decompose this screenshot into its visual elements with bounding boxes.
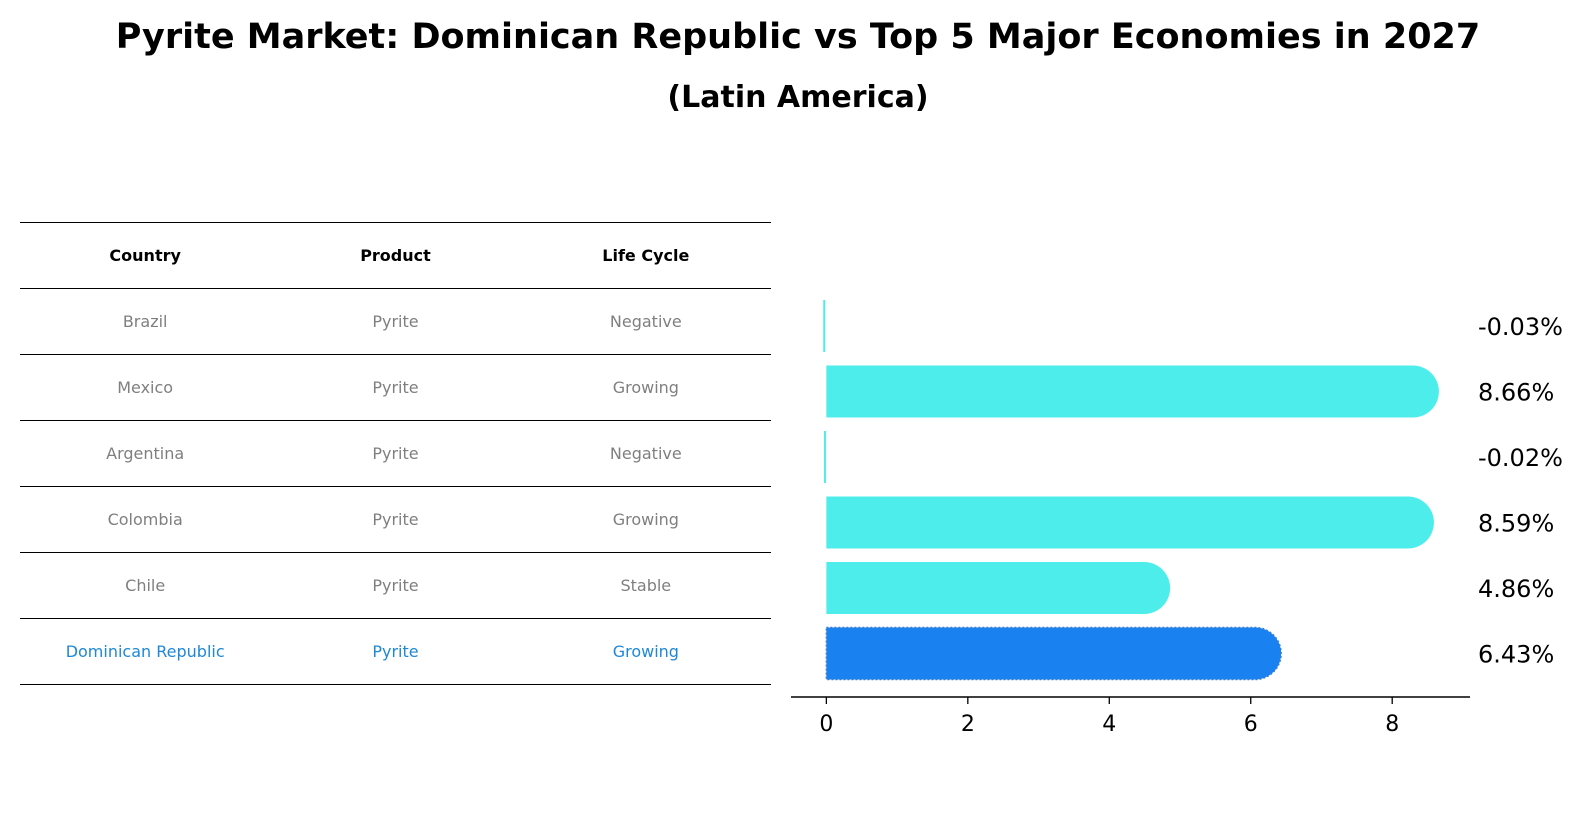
- bar: [823, 300, 826, 352]
- life-cycle-cell: Growing: [612, 510, 679, 529]
- data-label: 4.86%: [1478, 575, 1554, 603]
- country-cell: Colombia: [107, 510, 183, 529]
- country-cell: Mexico: [117, 378, 174, 397]
- bar-highlighted: [825, 626, 1282, 681]
- x-tick-label: 0: [819, 712, 833, 737]
- x-tick-label: 6: [1244, 712, 1258, 737]
- header-product: Product: [360, 246, 431, 265]
- product-cell: Pyrite: [372, 576, 419, 595]
- table-row-highlighted: Dominican Republic Pyrite Growing: [20, 618, 771, 685]
- table-row: Mexico Pyrite Growing: [20, 354, 771, 420]
- table-row: Colombia Pyrite Growing: [20, 486, 771, 552]
- bar: [826, 562, 1171, 614]
- product-cell: Pyrite: [372, 312, 419, 331]
- bar: [826, 496, 1434, 549]
- bar: [826, 365, 1439, 418]
- country-cell: Brazil: [122, 312, 168, 331]
- data-label: -0.03%: [1478, 313, 1563, 341]
- header-country: Country: [109, 246, 181, 265]
- life-cycle-cell: Negative: [609, 444, 682, 463]
- data-table: Country Product Life Cycle Brazil Pyrite…: [20, 222, 771, 685]
- data-label: 8.59%: [1478, 510, 1554, 538]
- life-cycle-cell: Growing: [612, 642, 679, 661]
- product-cell: Pyrite: [372, 378, 419, 397]
- bar: [823, 431, 826, 483]
- x-tick-label: 8: [1385, 712, 1399, 737]
- table-row: Brazil Pyrite Negative: [20, 288, 771, 354]
- chart-title: Pyrite Market: Dominican Republic vs Top…: [115, 17, 1481, 57]
- header-life-cycle: Life Cycle: [602, 246, 690, 265]
- country-cell: Dominican Republic: [65, 642, 225, 661]
- data-label: -0.02%: [1478, 444, 1563, 472]
- product-cell: Pyrite: [372, 510, 419, 529]
- life-cycle-cell: Stable: [620, 576, 672, 595]
- product-cell: Pyrite: [372, 444, 419, 463]
- country-cell: Chile: [125, 576, 166, 595]
- table-row: Chile Pyrite Stable: [20, 552, 771, 618]
- table-row: Argentina Pyrite Negative: [20, 420, 771, 486]
- life-cycle-cell: Negative: [609, 312, 682, 331]
- chart-subtitle: (Latin America): [667, 80, 929, 115]
- x-tick-label: 2: [961, 712, 975, 737]
- life-cycle-cell: Growing: [612, 378, 679, 397]
- table-header-row: Country Product Life Cycle: [20, 222, 771, 288]
- data-label: 8.66%: [1478, 379, 1554, 407]
- product-cell: Pyrite: [372, 642, 419, 661]
- country-cell: Argentina: [106, 444, 185, 463]
- data-label: 6.43%: [1478, 641, 1554, 669]
- x-tick-label: 4: [1102, 712, 1116, 737]
